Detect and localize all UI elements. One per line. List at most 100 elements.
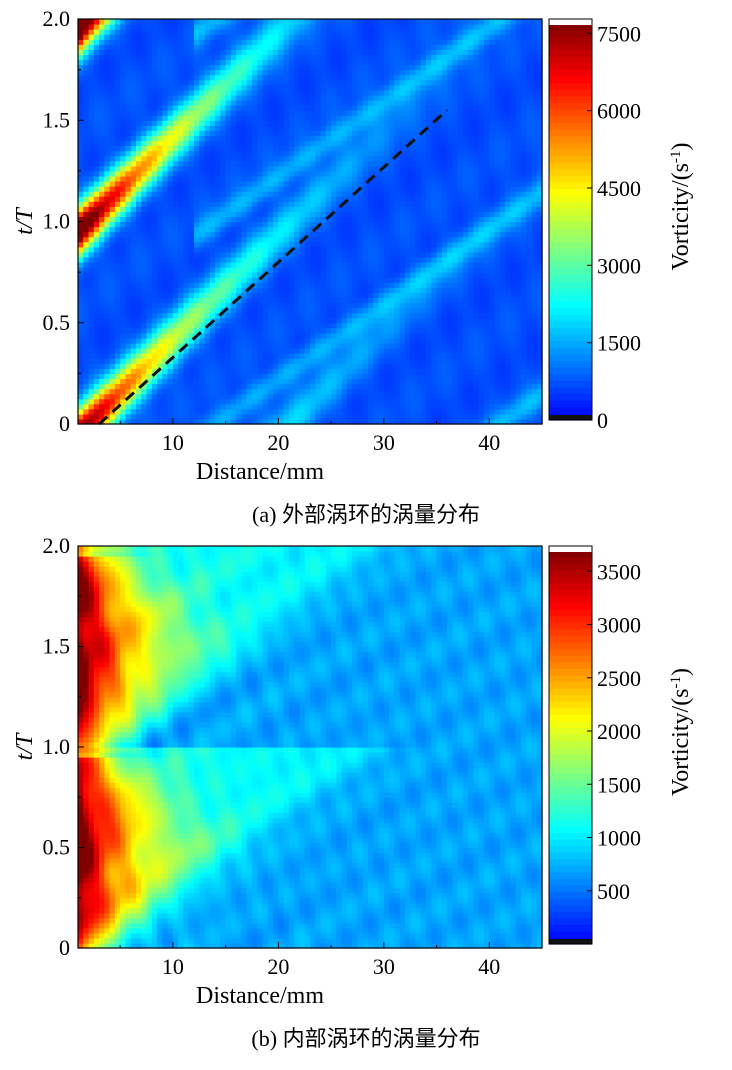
heatmap-cell bbox=[262, 140, 269, 147]
heatmap-cell bbox=[252, 307, 258, 314]
heatmap-cell bbox=[394, 94, 401, 101]
heatmap-cell bbox=[204, 49, 211, 56]
heatmap-cell bbox=[273, 282, 279, 288]
heatmap-cell bbox=[78, 39, 84, 45]
heatmap-cell bbox=[394, 196, 401, 202]
heatmap-cell bbox=[346, 145, 353, 152]
heatmap-cell bbox=[383, 145, 390, 152]
heatmap-cell bbox=[172, 19, 179, 25]
heatmap-cell bbox=[394, 181, 401, 187]
heatmap-cell bbox=[162, 69, 169, 76]
heatmap-cell bbox=[368, 327, 374, 334]
heatmap-cell bbox=[93, 211, 100, 218]
heatmap-cell bbox=[209, 24, 216, 30]
heatmap-cell bbox=[273, 49, 279, 56]
heatmap-cell bbox=[315, 343, 322, 349]
heatmap-cell bbox=[167, 413, 174, 420]
heatmap-cell bbox=[368, 74, 374, 81]
heatmap-cell bbox=[230, 317, 237, 324]
heatmap-cell bbox=[136, 44, 142, 50]
heatmap-cell bbox=[394, 221, 401, 228]
heatmap-cell bbox=[220, 64, 227, 71]
heatmap-cell bbox=[262, 135, 269, 142]
heatmap-cell bbox=[120, 175, 127, 182]
heatmap-cell bbox=[304, 211, 311, 218]
heatmap-cell bbox=[194, 363, 200, 369]
heatmap-cell bbox=[336, 403, 343, 410]
heatmap-cell bbox=[262, 29, 269, 35]
heatmap-cell bbox=[357, 29, 364, 35]
heatmap-cell bbox=[204, 241, 211, 248]
heatmap-cell bbox=[246, 398, 253, 405]
heatmap-cell bbox=[225, 170, 232, 177]
heatmap-cell bbox=[331, 267, 337, 273]
heatmap-cell bbox=[83, 84, 90, 91]
heatmap-cell bbox=[357, 317, 364, 324]
heatmap-cell bbox=[141, 145, 148, 152]
heatmap-cell bbox=[262, 19, 269, 25]
heatmap-cell bbox=[389, 59, 395, 66]
heatmap-cell bbox=[88, 348, 95, 354]
heatmap-cell bbox=[225, 337, 232, 344]
heatmap-cell bbox=[141, 69, 148, 76]
heatmap-cell bbox=[373, 246, 380, 253]
heatmap-cell bbox=[383, 175, 390, 182]
heatmap-cell bbox=[273, 170, 279, 177]
heatmap-cell bbox=[188, 140, 195, 147]
heatmap-cell bbox=[373, 145, 380, 152]
heatmap-cell bbox=[267, 282, 274, 288]
heatmap-cell bbox=[178, 307, 185, 314]
heatmap-cell bbox=[389, 39, 395, 45]
heatmap-cell bbox=[188, 358, 195, 364]
heatmap-cell bbox=[383, 312, 390, 319]
heatmap-cell bbox=[194, 19, 200, 25]
heatmap-cell bbox=[199, 292, 206, 299]
heatmap-cell bbox=[288, 322, 295, 329]
heatmap-cell bbox=[283, 282, 290, 288]
heatmap-cell bbox=[331, 39, 337, 45]
heatmap-cell bbox=[209, 297, 216, 304]
heatmap-cell bbox=[336, 353, 343, 359]
heatmap-cell bbox=[183, 201, 190, 207]
heatmap-cell bbox=[220, 231, 227, 238]
heatmap-cell bbox=[220, 150, 227, 157]
heatmap-cell bbox=[109, 277, 116, 283]
heatmap-cell bbox=[262, 84, 269, 91]
heatmap-cell bbox=[225, 287, 232, 293]
heatmap-cell bbox=[114, 125, 121, 131]
heatmap-cell bbox=[357, 251, 364, 258]
heatmap-cell bbox=[125, 94, 132, 101]
heatmap-cell bbox=[230, 226, 237, 233]
heatmap-cell bbox=[130, 287, 137, 293]
heatmap-cell bbox=[136, 120, 142, 126]
heatmap-cell bbox=[93, 353, 100, 359]
heatmap-cell bbox=[373, 282, 380, 288]
heatmap-cell bbox=[230, 19, 237, 25]
heatmap-cell bbox=[162, 262, 169, 268]
heatmap-cell bbox=[146, 393, 153, 400]
heatmap-cell bbox=[162, 94, 169, 101]
heatmap-cell bbox=[346, 206, 353, 212]
heatmap-cell bbox=[109, 186, 116, 192]
heatmap-cell bbox=[394, 246, 401, 253]
heatmap-cell bbox=[83, 251, 90, 258]
heatmap-cell bbox=[257, 221, 264, 228]
heatmap-cell bbox=[341, 246, 348, 253]
heatmap-cell bbox=[109, 105, 116, 111]
heatmap-cell bbox=[199, 403, 206, 410]
heatmap-cell bbox=[188, 100, 195, 106]
heatmap-cell bbox=[120, 84, 127, 91]
heatmap-cell bbox=[230, 140, 237, 147]
heatmap-cell bbox=[151, 216, 158, 223]
heatmap-cell bbox=[346, 216, 353, 223]
heatmap-cell bbox=[188, 418, 195, 425]
heatmap-cell bbox=[151, 226, 158, 233]
heatmap-cell bbox=[225, 140, 232, 147]
heatmap-cell bbox=[114, 262, 121, 268]
heatmap-cell bbox=[267, 191, 274, 197]
heatmap-cell bbox=[394, 408, 401, 415]
heatmap-cell bbox=[157, 181, 163, 187]
heatmap-cell bbox=[394, 64, 401, 71]
heatmap-cell bbox=[199, 267, 206, 273]
heatmap-cell bbox=[194, 373, 200, 380]
